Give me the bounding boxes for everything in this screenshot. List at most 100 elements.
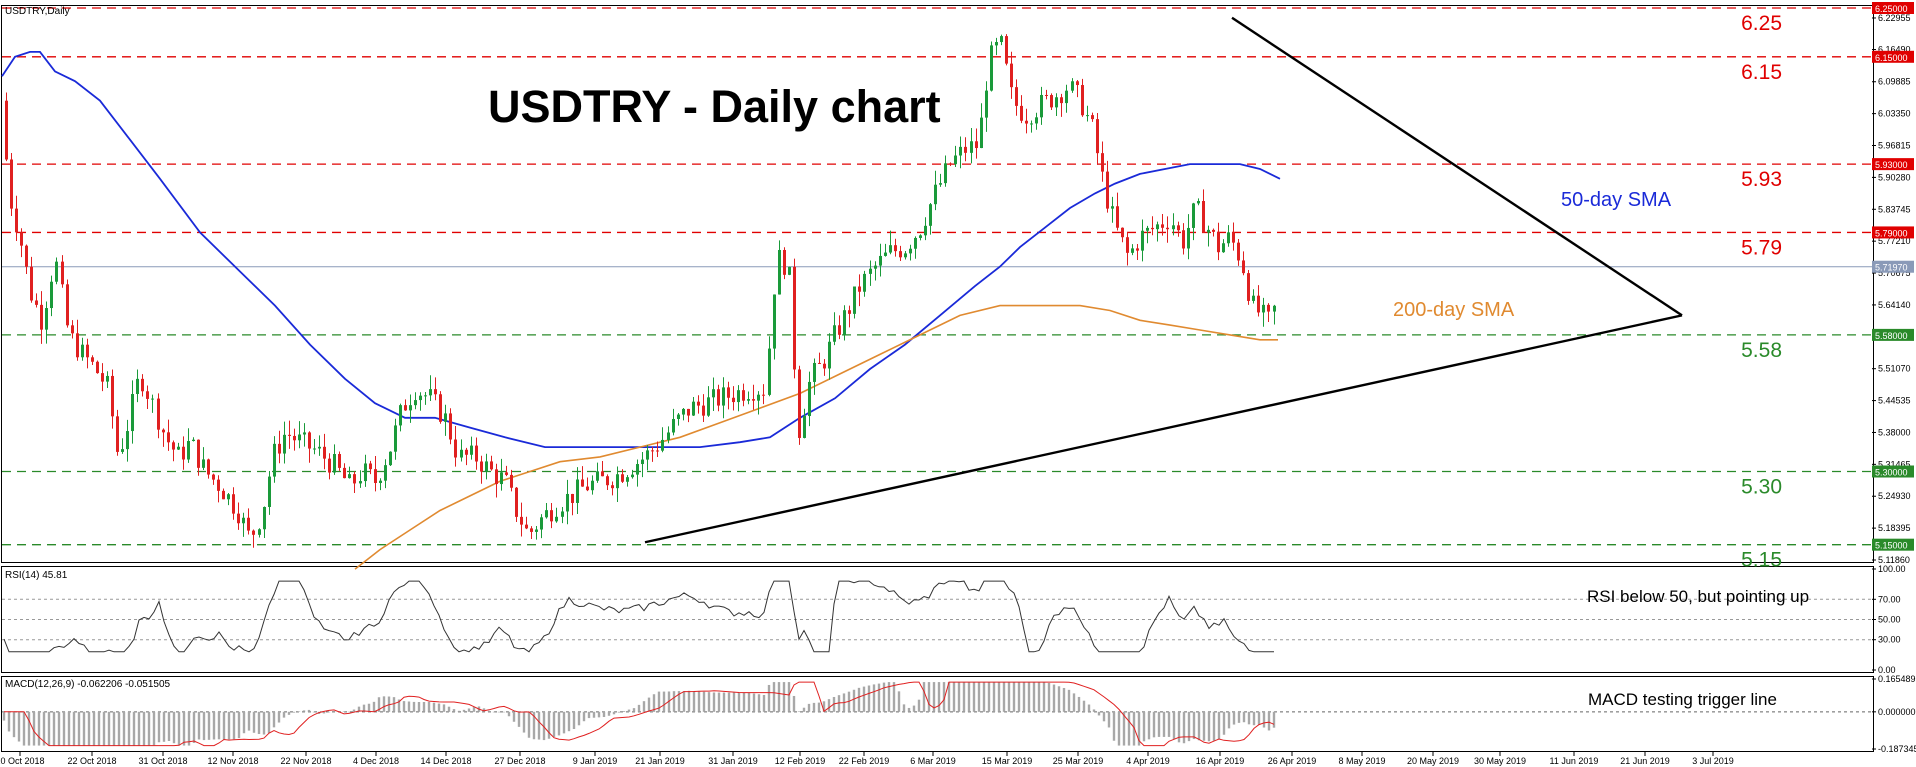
rsi-tick-label: 0.00 [1878, 665, 1896, 675]
macd-histogram-bar [347, 711, 351, 713]
candle-body [495, 469, 498, 485]
macd-histogram-bar [377, 697, 381, 712]
candle-body [899, 251, 902, 258]
price-tick-label: 5.51070 [1878, 364, 1911, 374]
macd-histogram-bar [492, 711, 496, 713]
macd-histogram-bar [1162, 711, 1166, 737]
macd-histogram-bar [312, 711, 316, 713]
macd-histogram-bar [442, 704, 446, 712]
macd-histogram-bar [907, 707, 911, 712]
macd-histogram-bar [37, 711, 41, 746]
candle-body [646, 450, 649, 460]
price-panel-frame [1, 5, 1874, 563]
candle-body [1222, 243, 1225, 253]
macd-histogram-bar [782, 682, 786, 712]
candle-body [61, 261, 64, 285]
macd-histogram-bar [817, 702, 821, 712]
candle-body [222, 490, 225, 500]
candle-body [328, 458, 331, 473]
candle-body [545, 510, 548, 518]
macd-histogram-bar [497, 711, 501, 713]
macd-histogram-bar [162, 711, 166, 742]
macd-histogram-bar [727, 692, 731, 712]
candle-body [1172, 225, 1175, 230]
price-tick-label: 5.77210 [1878, 236, 1911, 246]
macd-histogram-bar [267, 711, 271, 734]
level-price-box [1872, 2, 1914, 14]
candle-body [177, 446, 180, 450]
candle-body [904, 253, 907, 258]
macd-histogram-bar [1152, 711, 1156, 738]
macd-histogram-bar [1142, 711, 1146, 742]
macd-histogram-bar [1027, 682, 1031, 712]
candle-body [525, 524, 528, 529]
macd-histogram-bar [222, 711, 226, 740]
macd-histogram-bar [942, 682, 946, 712]
macd-tick-label: -0.187345 [1878, 744, 1916, 754]
macd-histogram-bar [277, 711, 281, 723]
macd-histogram-bar [362, 704, 366, 712]
macd-histogram-bar [457, 710, 461, 712]
candle-body [1146, 227, 1149, 231]
candle-body [30, 266, 33, 301]
macd-histogram-bar [517, 711, 521, 727]
macd-histogram-bar [802, 707, 806, 712]
candle-body [1192, 203, 1195, 228]
macd-histogram-bar [97, 711, 101, 746]
candle-body [1177, 225, 1180, 231]
candle-body [949, 163, 952, 165]
candle-body [869, 268, 872, 274]
candle-body [616, 474, 619, 489]
macd-histogram-bar [82, 711, 86, 746]
macd-histogram-bar [447, 706, 451, 712]
candle-body [475, 445, 478, 462]
level-price-box [1872, 50, 1914, 63]
candle-body [1217, 231, 1220, 253]
macd-histogram-bar [1127, 711, 1131, 746]
chart-title: USDTRY - Daily chart [488, 81, 941, 132]
macd-histogram-bar [612, 711, 616, 715]
candle-body [384, 465, 387, 481]
candle-body [566, 493, 569, 512]
price-tick-label: 6.03350 [1878, 109, 1911, 119]
date-tick-label: 21 Jan 2019 [635, 756, 685, 766]
candle-body [793, 266, 796, 370]
candle-body [1237, 242, 1240, 261]
candle-body [1151, 227, 1154, 230]
macd-histogram-bar [972, 682, 976, 712]
price-tick-label: 5.44535 [1878, 396, 1911, 406]
macd-histogram-bar [777, 682, 781, 712]
candle-body [419, 395, 422, 401]
macd-histogram-bar [707, 692, 711, 712]
macd-histogram-bar [192, 711, 196, 743]
macd-histogram-bar [1002, 682, 1006, 712]
candle-body [111, 375, 114, 417]
macd-histogram-bar [1117, 711, 1121, 746]
macd-histogram-bar [622, 711, 626, 712]
candle-body [954, 155, 957, 165]
macd-histogram-bar [572, 711, 576, 729]
macd-histogram-bar [982, 682, 986, 712]
candle-body [540, 517, 543, 530]
macd-histogram-bar [242, 711, 246, 734]
candle-body [555, 516, 558, 522]
macd-histogram-bar [247, 711, 251, 731]
candle-body [76, 333, 79, 358]
candle-body [1252, 295, 1255, 301]
macd-histogram-bar [147, 711, 151, 746]
macd-histogram-bar [872, 684, 876, 712]
macd-histogram-bar [1047, 682, 1051, 712]
rsi-tick-label: 100.00 [1878, 564, 1906, 574]
candle-body [288, 434, 291, 436]
candle-body [439, 394, 442, 422]
macd-histogram-bar [1222, 711, 1226, 735]
candle-body [1262, 304, 1265, 313]
macd-histogram-bar [722, 692, 726, 712]
candle-body [530, 528, 533, 532]
macd-histogram-bar [1272, 711, 1276, 728]
macd-histogram-bar [962, 682, 966, 712]
candle-body [1156, 224, 1159, 230]
candle-body [581, 479, 584, 487]
macd-histogram-bar [1102, 711, 1106, 722]
macd-histogram-bar [407, 701, 411, 712]
